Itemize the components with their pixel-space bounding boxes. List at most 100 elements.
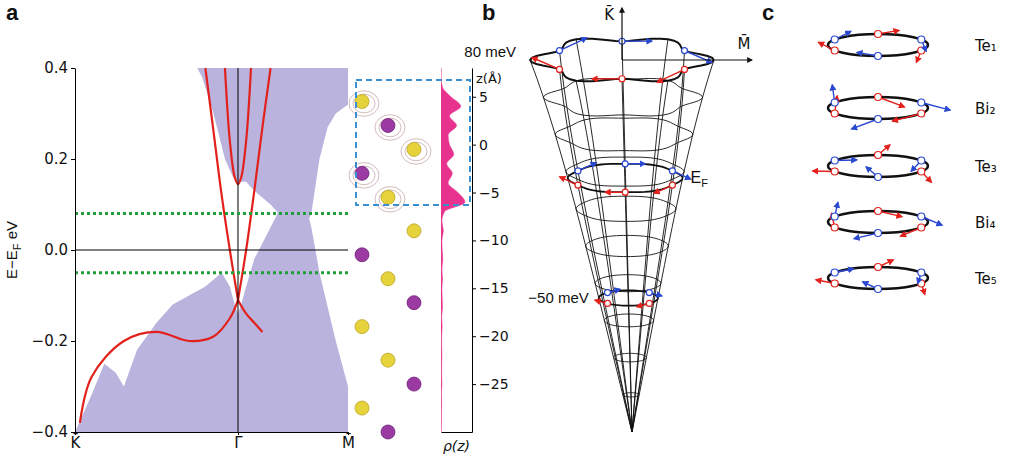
- spin-site: [669, 182, 675, 188]
- spin-site: [831, 168, 838, 175]
- axis-line: [76, 432, 349, 433]
- atom: [355, 401, 369, 415]
- tick: −15: [472, 280, 509, 296]
- tick: −5: [472, 185, 500, 201]
- energy-label: 80 meV: [464, 43, 516, 60]
- cone-meridian: [560, 51, 632, 432]
- cone-meridian: [530, 60, 632, 432]
- axis-line: [442, 432, 473, 433]
- layer-spin-textures: [813, 30, 950, 294]
- tick-label: −0.4: [32, 423, 68, 441]
- tick: −10: [472, 232, 509, 248]
- spin-site: [622, 161, 628, 167]
- tick-label: Γ̄: [234, 434, 243, 452]
- spin-site: [875, 31, 882, 38]
- charge-contour: [349, 163, 379, 189]
- tick: K̄: [71, 432, 82, 452]
- surface-state: [238, 300, 262, 332]
- atom: [407, 377, 421, 391]
- spin-arrow: [921, 103, 950, 111]
- tick-mark: [472, 288, 476, 289]
- atom: [381, 425, 395, 439]
- tick: M̄: [342, 432, 355, 452]
- plot-area: [75, 68, 348, 432]
- energy-label: −50 meV: [528, 289, 588, 306]
- tick-label: −5: [479, 185, 500, 201]
- spin-site: [669, 168, 675, 174]
- spin-site: [831, 47, 838, 54]
- spin-site: [918, 213, 925, 220]
- bulk-band: [197, 68, 348, 232]
- cone-meridian: [560, 69, 632, 432]
- axis-label: K̄: [604, 5, 615, 24]
- plot-area: [441, 68, 465, 432]
- tick: 5: [472, 89, 488, 105]
- spin-site: [875, 94, 882, 101]
- y-axis-title-part: E−E: [3, 250, 20, 279]
- y-axis: −0.4 −0.2 0.0 0.2 0.4: [32, 59, 76, 441]
- bulk-band: [75, 186, 348, 432]
- tick-label: −0.2: [32, 332, 68, 350]
- reference-line: [75, 212, 348, 215]
- charge-contour: [375, 115, 405, 141]
- layer-label: Te₅: [974, 270, 997, 288]
- tick-mark: [472, 145, 476, 146]
- tick: −20: [472, 328, 509, 344]
- tick-label: 0.2: [44, 150, 68, 168]
- spin-site: [875, 53, 882, 60]
- atom: [381, 118, 395, 132]
- tick-label: M̄: [342, 433, 355, 452]
- spin-arrow: [852, 119, 878, 129]
- reference-line: [75, 250, 348, 251]
- tick: 0.4: [44, 59, 75, 77]
- tick-mark: [71, 341, 75, 342]
- spin-arrow: [622, 40, 652, 42]
- tick: 0.0: [44, 241, 75, 259]
- spin-site: [918, 157, 925, 164]
- tick-label: −15: [479, 280, 509, 296]
- spin-site: [918, 36, 925, 43]
- layer-label: Bi₂: [975, 100, 995, 118]
- charge-contour: [405, 142, 427, 161]
- spin-site: [831, 36, 838, 43]
- spin-arrow: [532, 58, 560, 70]
- spin-site: [619, 76, 625, 82]
- spin-site: [831, 99, 838, 106]
- layer-label: Te₃: [974, 158, 997, 176]
- cone-meridian: [576, 39, 632, 432]
- spin-arrow: [657, 69, 684, 82]
- spin-arrow: [560, 38, 587, 51]
- atom: [355, 320, 369, 334]
- atom: [407, 142, 421, 156]
- spin-arrow: [684, 51, 712, 63]
- tick: −25: [472, 376, 509, 392]
- atom: [355, 95, 369, 109]
- spin-site: [918, 47, 925, 54]
- panel-letter: c: [762, 0, 774, 25]
- energy-label: EF: [691, 169, 709, 189]
- spin-site: [875, 116, 882, 123]
- tick: 0: [472, 137, 488, 153]
- spin-site: [831, 157, 838, 164]
- panel-letter: a: [6, 0, 19, 25]
- spin-site: [918, 269, 925, 276]
- surface-state: [80, 300, 238, 423]
- figure-svg: −0.4 −0.2 0.0 0.2 0.4 K̄ Γ̄ M̄ E−EF eV a 5 0 −5 −10 −1…: [0, 0, 1019, 456]
- spin-site: [831, 110, 838, 117]
- atom: [407, 296, 421, 310]
- spin-site: [575, 182, 581, 188]
- spin-site: [605, 300, 611, 306]
- y-axis-title: E−EF eV: [3, 221, 23, 279]
- spin-site: [557, 48, 563, 54]
- atom: [381, 190, 395, 204]
- panel-letter: b: [482, 0, 495, 25]
- tick-mark: [71, 159, 75, 160]
- spin-site: [875, 208, 882, 215]
- constant-energy-contour: [599, 290, 658, 305]
- spin-site: [918, 110, 925, 117]
- spin-site: [646, 300, 652, 306]
- spin-site: [918, 168, 925, 175]
- energy-label-part: E: [691, 169, 702, 186]
- spin-site: [875, 286, 882, 293]
- spin-site: [831, 269, 838, 276]
